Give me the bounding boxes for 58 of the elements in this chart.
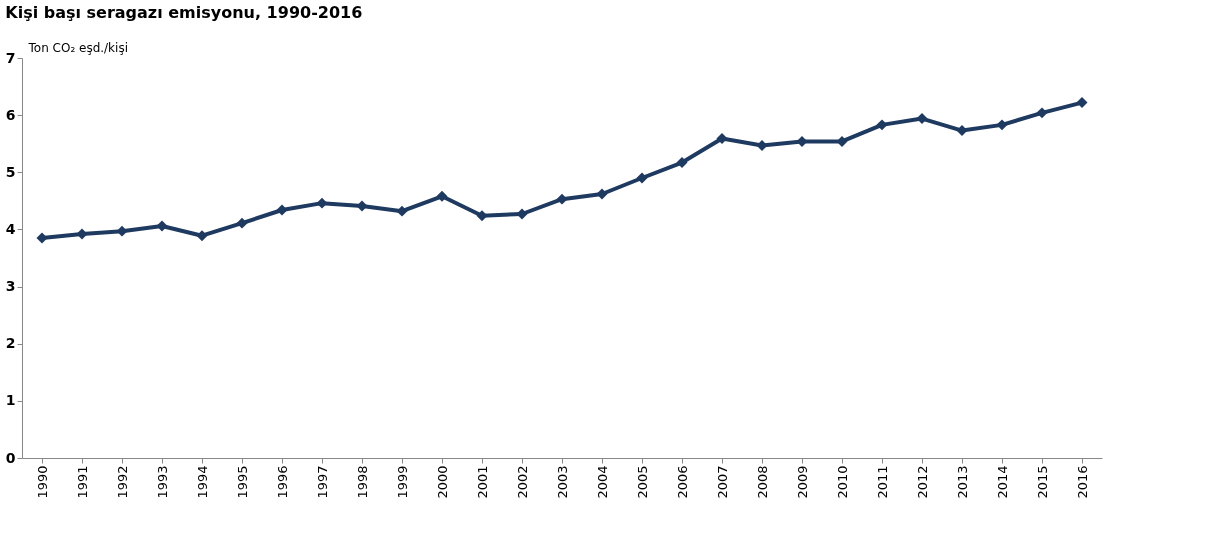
- point: [956, 125, 968, 137]
- point: [1076, 97, 1088, 109]
- x-tick-label: 2008: [754, 465, 770, 499]
- y-tick-label: 3: [5, 278, 16, 295]
- point: [596, 188, 608, 200]
- y-tick-label: 7: [5, 49, 16, 66]
- x-tick-label: 2001: [474, 465, 490, 499]
- x-tick-label: 2014: [994, 465, 1010, 499]
- x-tick-label: 1996: [274, 465, 290, 499]
- x-tick-label: 2016: [1074, 465, 1090, 499]
- x-tick-label: 2015: [1034, 465, 1050, 499]
- point: [876, 119, 888, 131]
- point: [196, 230, 208, 242]
- x-tick-label: 2013: [954, 465, 970, 499]
- x-tick-label: 2002: [514, 465, 530, 499]
- x-tick-label: 2006: [674, 465, 690, 499]
- x-tick-label: 1992: [114, 465, 130, 499]
- x-tick-label: 2009: [794, 465, 810, 499]
- chart-title: Kişi başı seragazı emisyonu, 1990-2016: [5, 3, 363, 22]
- y-tick-label: 1: [5, 392, 16, 409]
- point: [556, 193, 568, 205]
- point: [516, 208, 528, 220]
- x-tick-label: 1998: [354, 465, 370, 499]
- x-tick-label: 1995: [234, 465, 250, 499]
- y-axis-title: Ton CO₂ eşd./kişi: [27, 40, 128, 55]
- x-tick-label: 1999: [394, 465, 410, 499]
- point: [356, 200, 368, 212]
- point: [916, 113, 928, 125]
- y-tick-label: 5: [5, 163, 16, 180]
- x-tick-label: 2000: [434, 465, 450, 499]
- x-tick-label: 2012: [914, 465, 930, 499]
- point: [276, 204, 288, 216]
- x-tick-label: 2007: [714, 465, 730, 499]
- point: [996, 119, 1008, 131]
- x-tick-label: 2003: [554, 465, 570, 499]
- point: [36, 232, 48, 244]
- x-tick-label: 2004: [594, 465, 610, 499]
- point: [436, 190, 448, 202]
- point: [236, 217, 248, 229]
- x-tick-label: 1993: [154, 465, 170, 499]
- point: [676, 157, 688, 169]
- point: [156, 220, 168, 232]
- y-tick-label: 0: [5, 449, 16, 466]
- point: [636, 172, 648, 184]
- x-tick-label: 1997: [314, 465, 330, 499]
- point: [716, 133, 728, 145]
- x-tick-label: 1991: [74, 465, 90, 499]
- point: [1036, 107, 1048, 119]
- y-tick-label: 6: [5, 106, 16, 123]
- x-tick-label: 2010: [834, 465, 850, 499]
- x-tick-label: 2005: [634, 465, 650, 499]
- y-tick-label: 4: [5, 220, 16, 237]
- point: [396, 205, 408, 217]
- x-tick-label: 1990: [34, 465, 50, 499]
- x-tick-label: 2011: [874, 465, 890, 499]
- y-tick-label: 2: [5, 335, 16, 352]
- point: [76, 228, 88, 240]
- x-tick-label: 1994: [194, 465, 210, 499]
